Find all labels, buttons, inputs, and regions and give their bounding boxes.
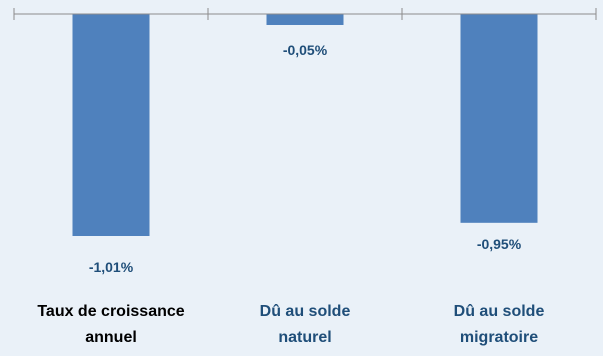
category-label-3: Dû au solde migratoire (454, 303, 545, 346)
bars-group (72, 14, 538, 236)
category-label-1: Taux de croissance annuel (37, 303, 184, 346)
data-label-1: -1,01% (89, 259, 134, 275)
bar-2 (266, 14, 344, 25)
bar-1 (72, 14, 150, 236)
bar-3 (460, 14, 538, 223)
x-axis (13, 8, 597, 20)
data-labels-group: -1,01% -0,05% -0,95% (89, 42, 522, 275)
data-label-2: -0,05% (283, 42, 328, 58)
data-label-3: -0,95% (477, 236, 522, 252)
category-label-2: Dû au solde naturel (260, 303, 351, 346)
category-labels-group: Taux de croissance annuel Dû au solde natur… (37, 303, 544, 346)
